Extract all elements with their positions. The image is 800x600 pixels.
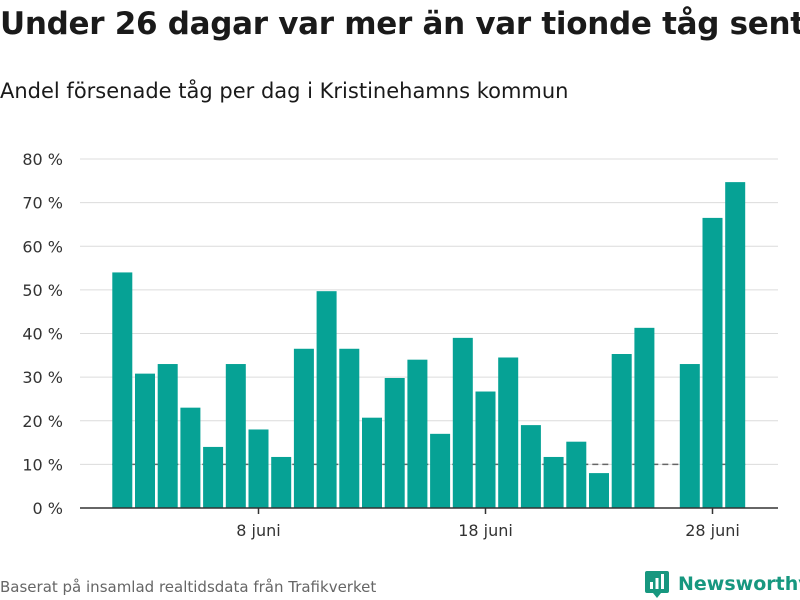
y-tick-label: 20 % [22, 412, 63, 431]
bar [611, 354, 632, 508]
bar [634, 327, 655, 508]
bar [248, 429, 269, 508]
bar [112, 272, 133, 508]
y-tick-label: 0 % [33, 499, 63, 518]
bar [362, 417, 382, 508]
bar [475, 391, 496, 508]
bars [112, 182, 746, 509]
y-tick-label: 60 % [22, 237, 63, 256]
bar [384, 377, 405, 508]
bar [430, 433, 451, 508]
bar [498, 357, 519, 508]
bar [452, 337, 473, 508]
bar [271, 456, 292, 508]
chart-subtitle: Andel försenade tåg per dag i Kristineha… [0, 79, 569, 103]
y-tick-label: 40 % [22, 325, 63, 344]
bar [135, 373, 155, 508]
source-note: Baserat på insamlad realtidsdata från Tr… [0, 578, 377, 596]
newsworthy-icon [645, 571, 669, 598]
brand-name: Newsworthy [678, 573, 800, 595]
bar [180, 407, 201, 508]
gridlines [80, 158, 778, 465]
bar [543, 456, 564, 508]
x-tick-label: 18 juni [458, 521, 513, 540]
bar [407, 359, 428, 508]
bar [225, 364, 246, 508]
bar [566, 441, 587, 508]
bar [702, 217, 723, 509]
y-tick-label: 30 % [22, 368, 63, 387]
x-tick-label: 28 juni [685, 521, 740, 540]
bar [679, 364, 700, 508]
y-tick-label: 70 % [22, 194, 63, 213]
chart-title: Under 26 dagar var mer än var tionde tåg… [0, 6, 800, 42]
x-tick-label: 8 juni [236, 521, 280, 540]
newsworthy-logo: Newsworthy [644, 568, 800, 600]
y-tick-label: 80 % [22, 150, 63, 169]
bar [157, 364, 178, 508]
bar [725, 182, 746, 508]
bar [203, 446, 224, 508]
bar [520, 425, 541, 508]
y-tick-label: 50 % [22, 281, 63, 300]
bar [339, 348, 360, 508]
bar [316, 291, 337, 508]
bar [293, 348, 314, 508]
y-tick-label: 10 % [22, 455, 63, 474]
axes: 0 % 10 % 20 % 30 % 40 % 50 % 60 % 70 % 80 % 8 jun… [22, 150, 778, 540]
bar [589, 473, 609, 508]
